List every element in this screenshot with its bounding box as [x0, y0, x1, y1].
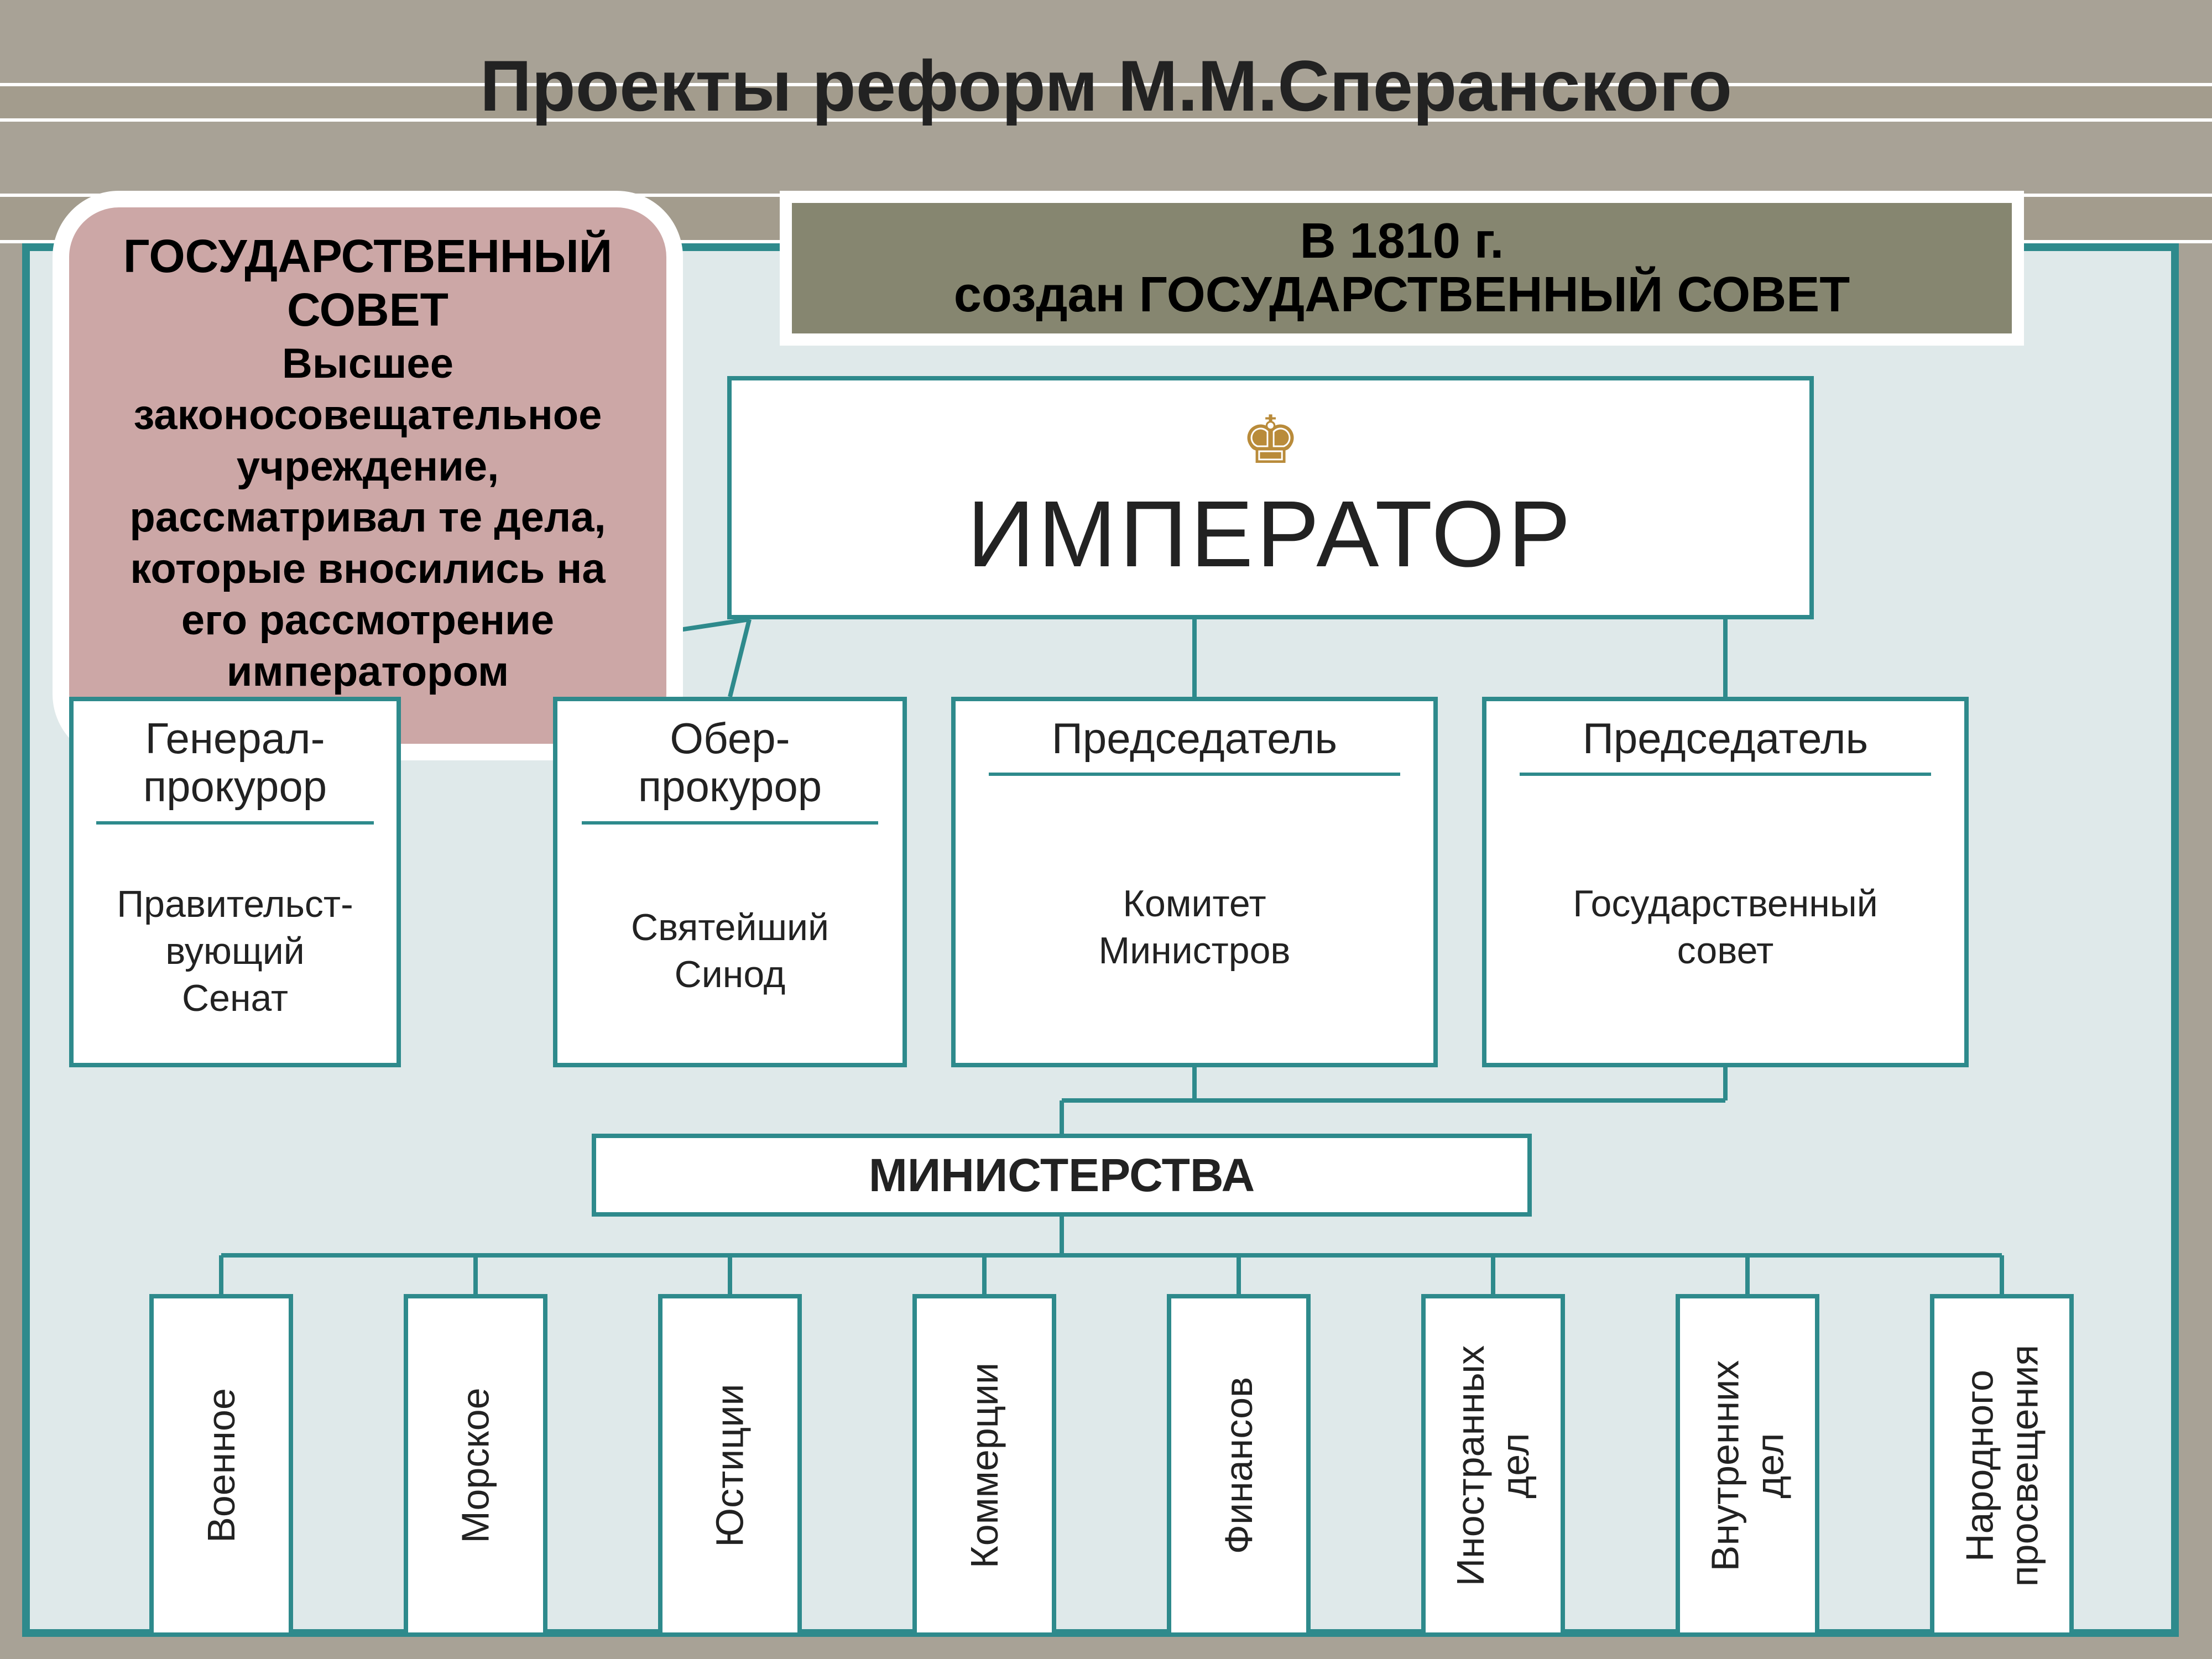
ministries-header-label: МИНИСТЕРСТВА [869, 1149, 1255, 1202]
node-ministries-header: МИНИСТЕРСТВА [592, 1134, 1532, 1217]
ministry-label: Коммерции [962, 1363, 1006, 1568]
node-mid-2: ПредседательКомитетМинистров [951, 697, 1438, 1067]
topbox-line2: создан ГОСУДАРСТВЕННЫЙ СОВЕТ [954, 268, 1850, 322]
node-emperor: ♚ ИМПЕРАТОР [727, 376, 1814, 619]
ministry-label: Морское [453, 1387, 498, 1543]
ministry-label: Финансов [1217, 1377, 1261, 1554]
ministry-label: Юстиции [708, 1384, 752, 1547]
node-ministry-7: Народногопросвещения [1930, 1294, 2074, 1637]
callout-heading: ГОСУДАРСТВЕННЫЙ СОВЕТ [97, 229, 639, 336]
node-ministry-0: Военное [149, 1294, 293, 1637]
node-mid-3: ПредседательГосударственныйсовет [1482, 697, 1969, 1067]
node-ministry-6: Внутреннихдел [1676, 1294, 1819, 1637]
mid-body: Правительст-вующийСенат [74, 825, 397, 1063]
diagram-stage: Проекты реформ М.М.Сперанского ГОСУДАРСТ… [0, 0, 2212, 1659]
node-mid-0: Генерал-прокурорПравительст-вующийСенат [69, 697, 401, 1067]
ministry-label: Военное [199, 1388, 243, 1543]
mid-role: Председатель [1486, 701, 1964, 773]
ministry-label: Народногопросвещения [1958, 1344, 2047, 1587]
topbox-line1: В 1810 г. [1300, 215, 1504, 268]
node-ministry-5: Иностранныхдел [1421, 1294, 1565, 1637]
mid-body: СвятейшийСинод [557, 825, 902, 1063]
node-mid-1: Обер-прокурорСвятейшийСинод [553, 697, 907, 1067]
ministry-label: Иностранныхдел [1449, 1345, 1538, 1585]
node-ministry-1: Морское [404, 1294, 547, 1637]
ministry-label: Внутреннихдел [1703, 1360, 1792, 1571]
topbox-1810: В 1810 г. создан ГОСУДАРСТВЕННЫЙ СОВЕТ [780, 191, 2024, 346]
mid-role: Генерал-прокурор [74, 701, 397, 821]
node-ministry-4: Финансов [1167, 1294, 1311, 1637]
node-ministry-2: Юстиции [658, 1294, 802, 1637]
callout-body: Высшее законосовещательное учреждение, р… [97, 338, 639, 697]
mid-role: Председатель [956, 701, 1433, 773]
mid-role: Обер-прокурор [557, 701, 902, 821]
emperor-label: ИМПЕРАТОР [967, 480, 1574, 588]
node-ministry-3: Коммерции [912, 1294, 1056, 1637]
mid-body: КомитетМинистров [956, 776, 1433, 1063]
crest-icon: ♚ [1241, 407, 1301, 473]
mid-body: Государственныйсовет [1486, 776, 1964, 1063]
callout-state-council: ГОСУДАРСТВЕННЫЙ СОВЕТ Высшее законосовещ… [53, 191, 683, 760]
slide-title: Проекты реформ М.М.Сперанского [0, 44, 2212, 127]
